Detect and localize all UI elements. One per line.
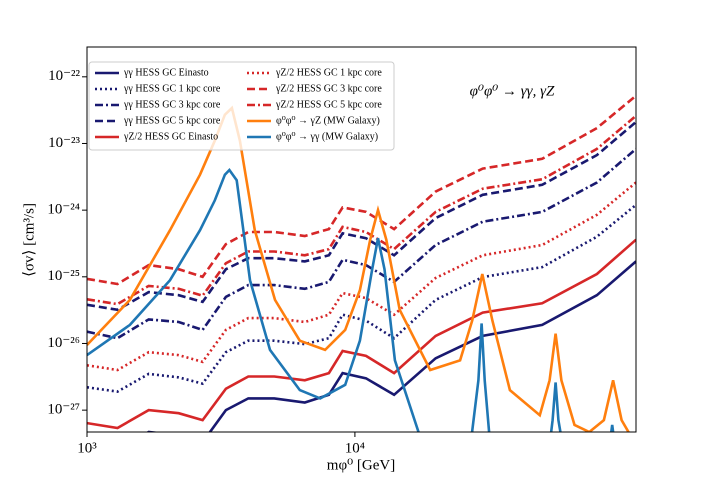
legend-box xyxy=(88,61,395,151)
legend-label: φ⁰φ⁰ → γγ (MW Galaxy) xyxy=(276,131,378,142)
x-tick-label: 10³ xyxy=(77,440,97,456)
legend-label: γγ HESS GC Einasto xyxy=(123,67,209,78)
legend-label: γγ HESS GC 1 kpc core xyxy=(123,83,221,94)
y-axis-label: ⟨σv⟩ [cm³/s] xyxy=(21,203,37,277)
y-tick-label: 10⁻²² xyxy=(48,68,80,84)
series-line xyxy=(87,121,636,312)
y-tick-label: 10⁻²⁴ xyxy=(47,202,80,218)
annotation: φ⁰φ⁰ → γγ, γZ xyxy=(470,83,555,99)
legend-label: γZ/2 HESS GC 3 kpc core xyxy=(275,83,382,94)
series-line xyxy=(87,94,636,286)
series-line xyxy=(87,114,636,306)
legend-label: γZ/2 HESS GC 1 kpc core xyxy=(275,67,382,78)
series-line xyxy=(87,167,615,432)
legend-label: γγ HESS GC 3 kpc core xyxy=(123,99,221,110)
y-tick-label: 10⁻²⁵ xyxy=(47,268,80,284)
series-line xyxy=(87,147,636,340)
series-line xyxy=(87,181,636,372)
y-tick-label: 10⁻²³ xyxy=(48,135,80,151)
plot-lines xyxy=(87,94,636,432)
legend-label: γZ/2 HESS GC 5 kpc core xyxy=(275,99,382,110)
series-line xyxy=(146,260,636,432)
series-line xyxy=(87,238,636,430)
x-tick-label: 10⁴ xyxy=(345,440,365,456)
legend-label: γγ HESS GC 5 kpc core xyxy=(123,115,221,126)
legend-label: γZ/2 HESS GC Einasto xyxy=(123,131,218,142)
x-axis-label: mφ⁰ [GeV] xyxy=(327,457,395,473)
axes-frame xyxy=(86,46,637,433)
series-line xyxy=(87,203,636,393)
y-tick-label: 10⁻²⁶ xyxy=(47,335,80,351)
legend-label: φ⁰φ⁰ → γZ (MW Galaxy) xyxy=(276,115,380,126)
y-tick-label: 10⁻²⁷ xyxy=(47,402,80,418)
